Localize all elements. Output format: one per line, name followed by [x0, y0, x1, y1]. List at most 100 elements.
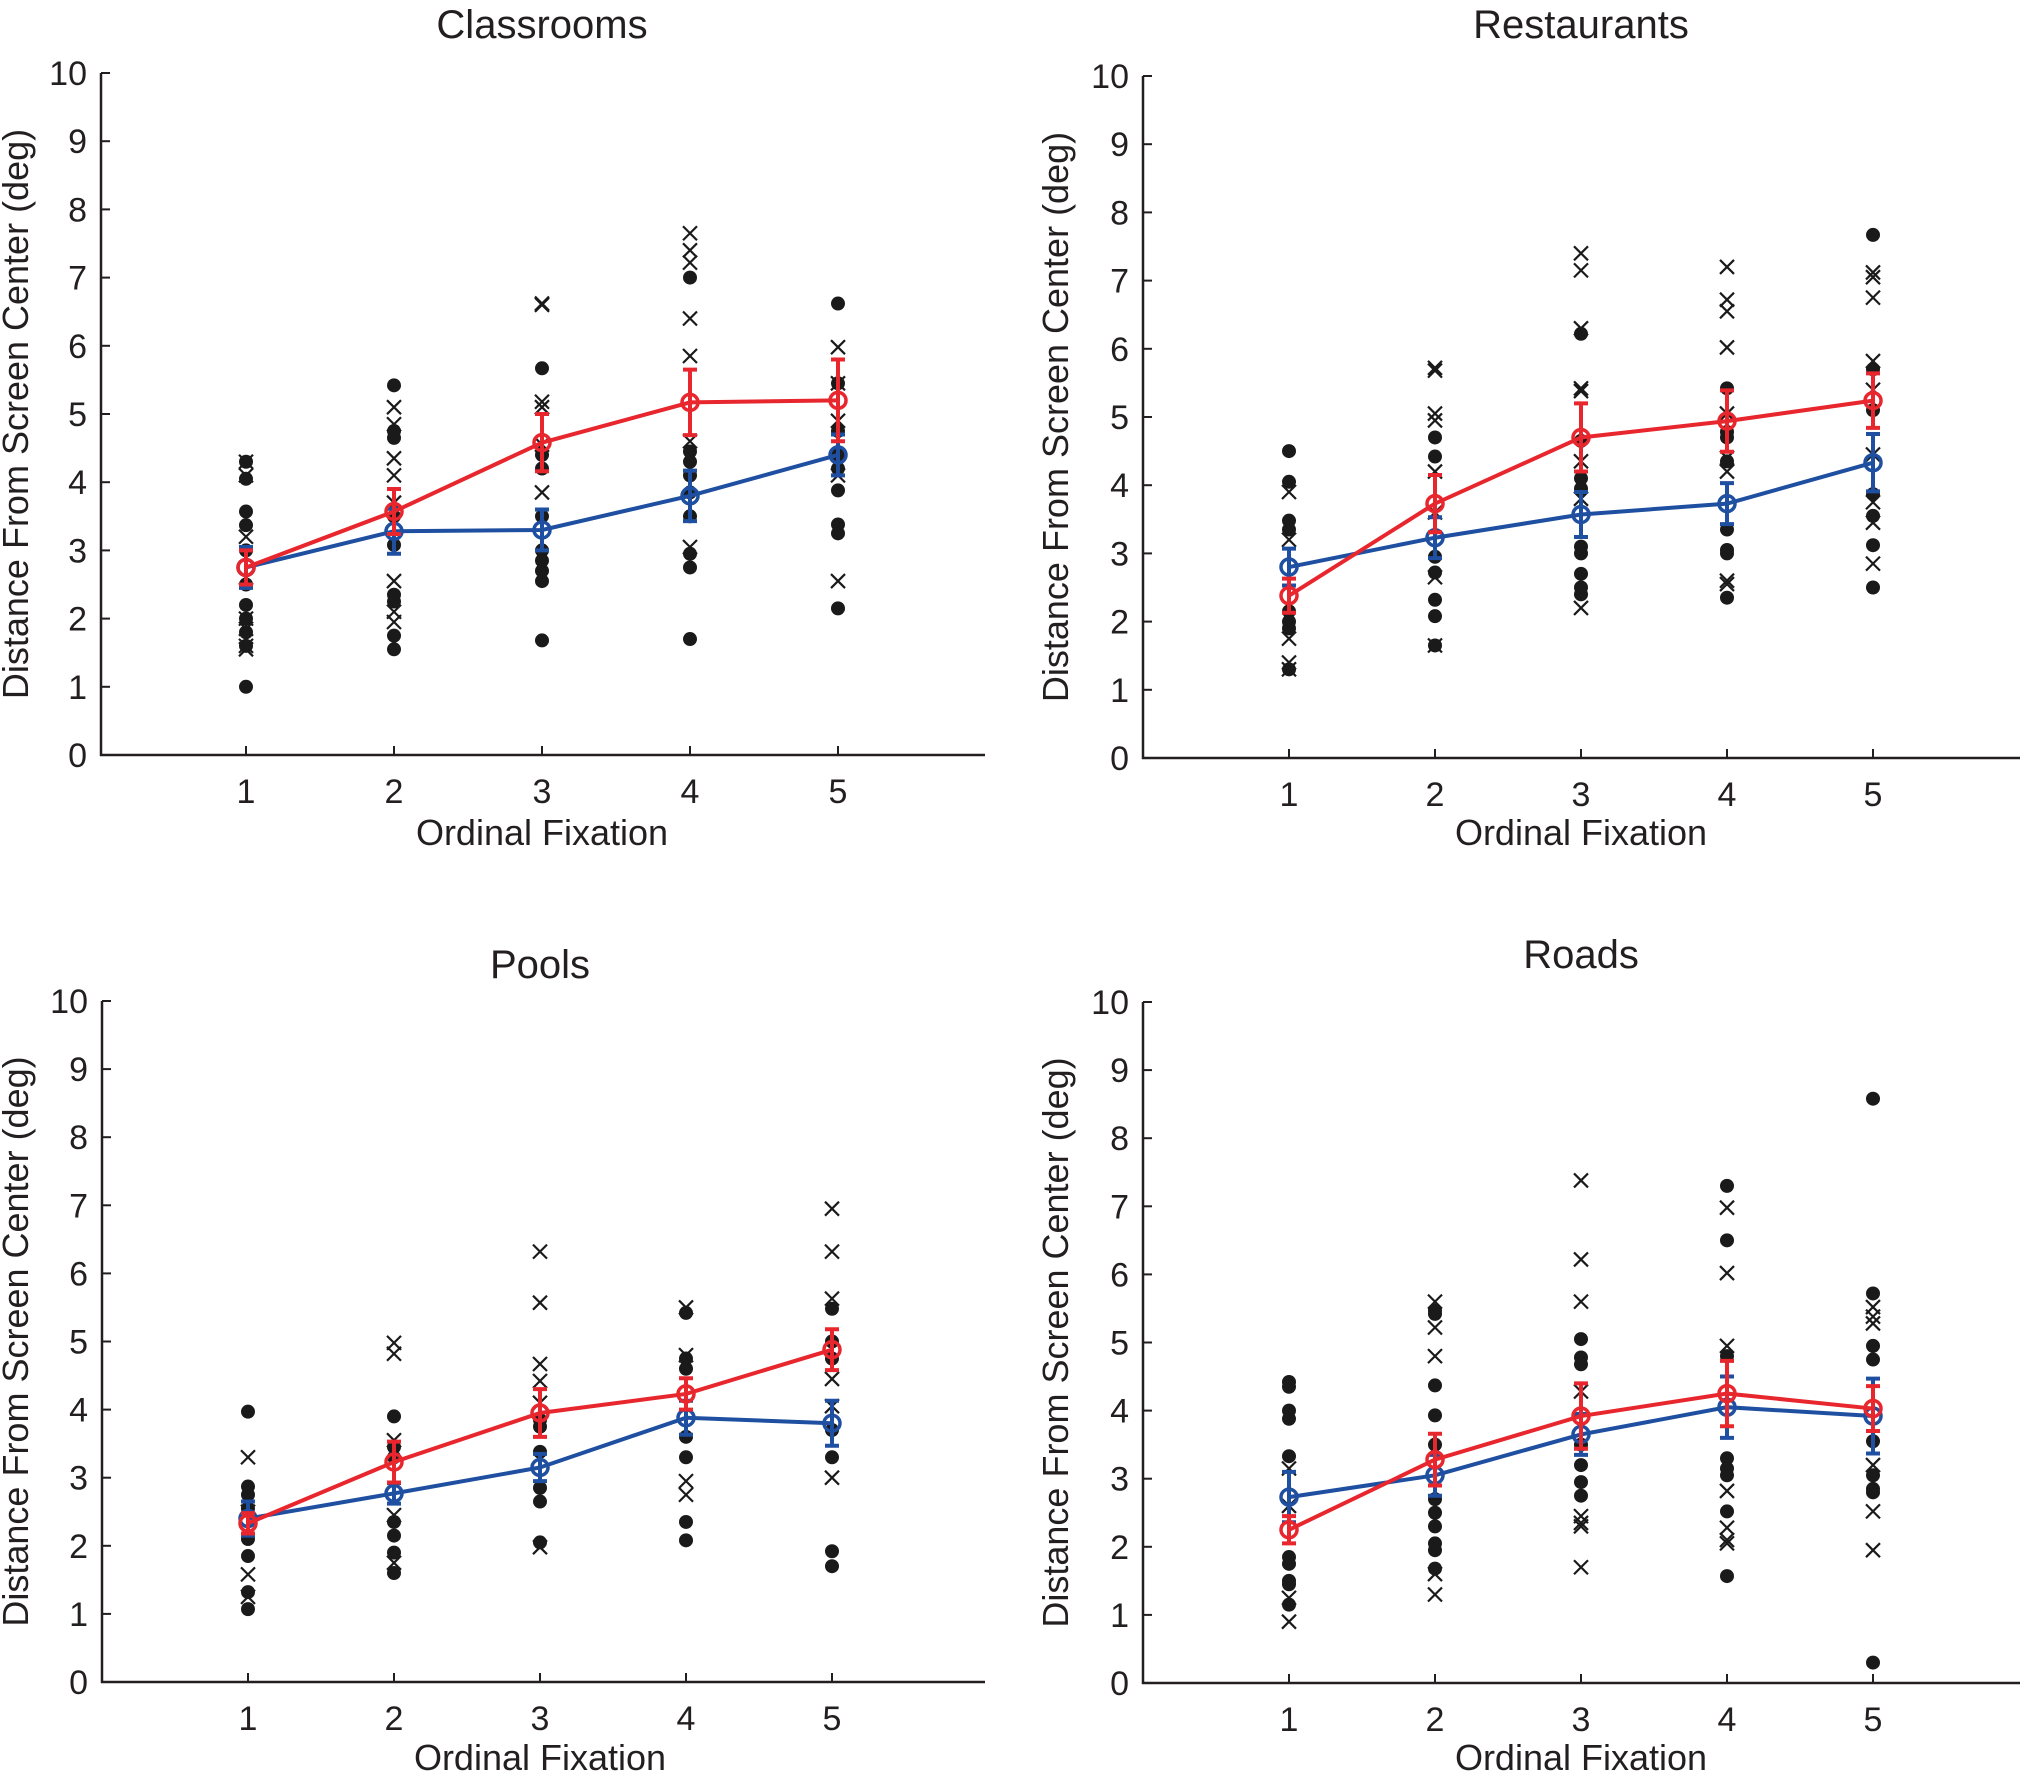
blue-mean-marker	[1863, 452, 1883, 473]
y-tick-label: 3	[69, 1460, 88, 1498]
blue-mean-error-bar	[825, 1398, 839, 1448]
data-point-cross	[532, 1539, 548, 1555]
data-point-cross	[824, 1243, 840, 1260]
data-point-cross	[1427, 1293, 1443, 1310]
data-point-cross	[1719, 303, 1735, 320]
data-point-cross	[386, 399, 402, 415]
red-mean-error-bar	[1720, 388, 1734, 454]
data-point-cross	[824, 1371, 840, 1387]
y-tick-label: 3	[68, 532, 87, 570]
x-tick-label: 3	[1572, 1701, 1591, 1739]
y-tick-label: 7	[1110, 263, 1129, 301]
y-tick-label: 3	[1110, 535, 1129, 573]
data-point-cross	[240, 1566, 256, 1583]
data-point-cross	[1573, 600, 1589, 616]
data-point-dot	[1428, 1505, 1442, 1520]
data-point-cross	[1573, 383, 1589, 399]
data-point-dot	[1720, 1569, 1734, 1584]
red-mean-marker	[532, 432, 552, 453]
data-point-cross	[1281, 1590, 1297, 1606]
red-mean-marker	[236, 557, 256, 578]
data-point-dot	[683, 454, 697, 469]
data-point-cross	[1865, 289, 1881, 306]
y-tick-label: 9	[1110, 1052, 1129, 1090]
data-point-cross	[678, 1299, 694, 1316]
data-point-dot	[831, 296, 845, 311]
red-mean-marker	[1717, 1383, 1737, 1404]
data-point-cross	[1427, 362, 1443, 379]
y-tick-label: 9	[1110, 126, 1129, 164]
data-point-cross	[678, 1486, 694, 1503]
y-axis-label: Distance From Screen Center (deg)	[1035, 132, 1076, 702]
data-point-dot	[825, 1544, 839, 1559]
panel-title: Pools	[490, 943, 590, 987]
data-point-dot	[535, 633, 549, 648]
y-tick-label: 8	[69, 1119, 88, 1157]
data-point-cross	[238, 638, 254, 654]
y-tick-label: 10	[49, 55, 87, 93]
data-point-cross	[1719, 572, 1735, 589]
blue-mean-error-bar	[535, 507, 549, 553]
data-point-dot	[679, 1450, 693, 1465]
data-point-dot	[1282, 1556, 1296, 1571]
y-tick-label: 0	[1110, 1665, 1129, 1703]
data-point-dot	[1428, 592, 1442, 607]
data-point-cross	[824, 1469, 840, 1486]
data-point-cross	[1719, 1199, 1735, 1216]
x-tick-label: 1	[1280, 776, 1299, 814]
blue-mean-marker	[1571, 504, 1591, 525]
data-point-dot	[387, 430, 401, 445]
y-tick-label: 8	[1110, 1120, 1129, 1158]
data-point-cross	[1865, 353, 1881, 369]
red-mean-marker	[828, 390, 848, 411]
data-point-cross	[1719, 1483, 1735, 1499]
y-tick-label: 4	[1110, 1393, 1129, 1431]
data-point-cross	[1865, 1503, 1881, 1520]
data-point-dot	[683, 560, 697, 575]
red-mean-marker	[1571, 427, 1591, 448]
x-tick-label: 2	[385, 773, 404, 811]
blue-mean-marker	[532, 520, 552, 540]
y-tick-label: 9	[68, 123, 87, 161]
red-mean-error-bar	[1428, 472, 1442, 535]
x-tick-label: 2	[1426, 776, 1445, 814]
data-point-cross	[1427, 360, 1443, 376]
data-point-cross	[1865, 1308, 1881, 1325]
data-point-dot	[1866, 1091, 1880, 1106]
data-point-dot	[683, 632, 697, 647]
data-point-dot	[1282, 1449, 1296, 1464]
data-point-cross	[238, 641, 254, 658]
data-point-cross	[240, 1449, 256, 1466]
data-point-cross	[678, 1473, 694, 1489]
data-point-cross	[386, 1345, 402, 1362]
y-tick-label: 6	[1110, 1256, 1129, 1294]
data-point-dot	[1574, 471, 1588, 486]
data-point-cross	[1427, 1586, 1443, 1603]
y-tick-label: 2	[68, 601, 87, 639]
data-point-dot	[825, 1559, 839, 1574]
red-mean-marker	[680, 392, 700, 413]
data-point-cross	[534, 484, 550, 501]
data-point-dot	[387, 1514, 401, 1529]
blue-mean-error-bar	[1720, 481, 1734, 527]
data-point-cross	[1281, 484, 1297, 500]
data-point-cross	[824, 1290, 840, 1307]
data-point-cross	[386, 573, 402, 589]
data-point-dot	[1720, 1504, 1734, 1519]
data-point-dot	[679, 1533, 693, 1548]
data-point-cross	[240, 1589, 256, 1605]
data-point-dot	[387, 642, 401, 657]
data-point-cross	[1865, 1457, 1881, 1473]
data-point-cross	[1281, 1613, 1297, 1630]
data-point-dot	[1428, 1306, 1442, 1321]
data-point-cross	[386, 614, 402, 630]
panel-classrooms: Classrooms Ordinal Fixation Distance Fro…	[0, 3, 985, 853]
data-point-cross	[1865, 514, 1881, 531]
y-tick-label: 8	[1110, 194, 1129, 232]
red-mean-error-bar	[1574, 401, 1588, 474]
red-mean-marker	[1717, 411, 1737, 431]
data-point-dot	[1866, 580, 1880, 595]
data-point-dot	[1866, 1655, 1880, 1670]
data-point-cross	[1573, 262, 1589, 279]
data-point-cross	[1719, 339, 1735, 356]
